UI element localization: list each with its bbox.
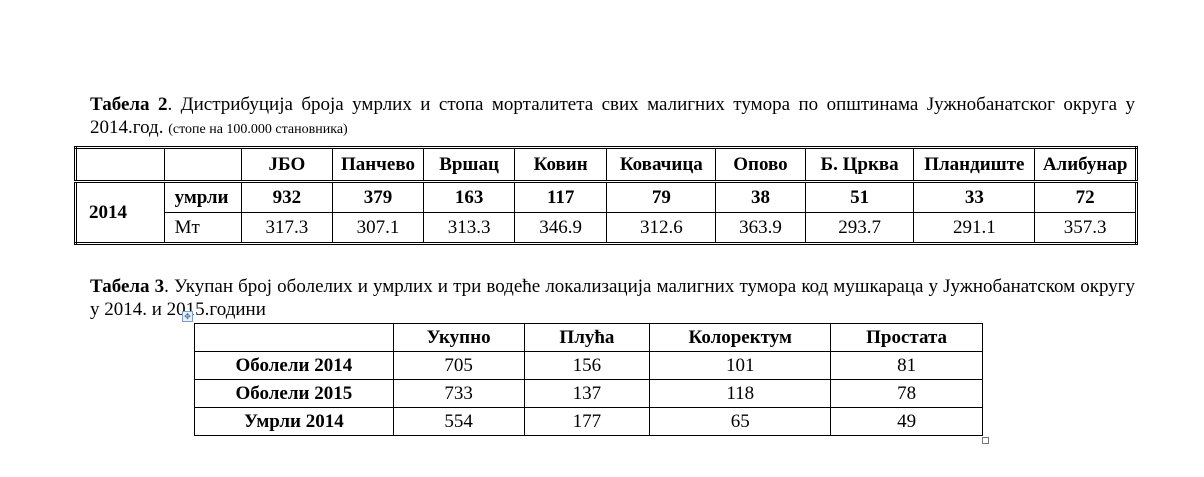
table-move-handle-icon[interactable]: ✥ [182, 311, 193, 322]
table-row: Оболели 2015 733 137 118 78 [194, 379, 983, 408]
table3-col-header: Колоректум [649, 323, 832, 352]
table2: ЈБО Панчево Вршац Ковин Ковачица Опово Б… [74, 146, 1138, 245]
table2-header-empty [75, 147, 165, 183]
table-cell: 346.9 [513, 212, 608, 244]
table2-caption-note: (стопе на 100.000 становника) [168, 122, 348, 137]
table-cell: 81 [830, 351, 983, 380]
table-cell: 379 [331, 181, 425, 213]
table2-row-label: умрли [163, 181, 243, 213]
table2-caption-label: Табела 2 [90, 94, 168, 115]
table-cell: 78 [830, 379, 983, 408]
table-cell: 79 [606, 181, 717, 213]
table3-col-header: Простата [830, 323, 983, 352]
table2-year-cell: 2014 [75, 181, 165, 244]
table-row: Умрли 2014 554 177 65 49 [194, 407, 983, 436]
table-cell: 118 [649, 379, 832, 408]
table2-col-header: Опово [715, 147, 806, 183]
table-cell: 317.3 [241, 212, 333, 244]
table-cell: 51 [804, 181, 915, 213]
table2-caption-text: . Дистрибуција броја умрлих и стопа морт… [90, 94, 1135, 138]
table-cell: 932 [241, 181, 333, 213]
table-cell: 38 [715, 181, 806, 213]
table3-row-label: Умрли 2014 [194, 407, 394, 436]
table-cell: 307.1 [331, 212, 425, 244]
table2-col-header: ЈБО [241, 147, 333, 183]
table3-header-empty [194, 323, 394, 352]
table-cell: 177 [523, 407, 651, 436]
table3-caption-label: Табела 3 [90, 276, 165, 297]
table3-header-row: Укупно Плућа Колоректум Простата [194, 323, 983, 352]
table-resize-handle[interactable] [982, 437, 989, 444]
table-cell: 293.7 [804, 212, 915, 244]
table2-col-header: Ковачица [606, 147, 717, 183]
table-cell: 117 [513, 181, 608, 213]
table2-col-header: Панчево [331, 147, 425, 183]
table-cell: 72 [1034, 181, 1137, 213]
table-cell: 101 [649, 351, 832, 380]
table2-caption: Табела 2. Дистрибуција броја умрлих и ст… [90, 93, 1135, 141]
table2-col-header: Ковин [513, 147, 608, 183]
table-cell: 554 [392, 407, 525, 436]
table-cell: 65 [649, 407, 832, 436]
table-cell: 137 [523, 379, 651, 408]
table-cell: 163 [423, 181, 515, 213]
table3-row-label: Оболели 2015 [194, 379, 394, 408]
table-row: 2014 умрли 932 379 163 117 79 38 51 33 7… [75, 181, 1137, 244]
table-cell: 291.1 [913, 212, 1036, 244]
table-cell: 705 [392, 351, 525, 380]
table-cell: 357.3 [1034, 212, 1137, 244]
table3: Укупно Плућа Колоректум Простата Оболели… [194, 323, 983, 436]
table2-col-header: Пландиште [913, 147, 1036, 183]
table2-header-empty [163, 147, 243, 183]
table3-caption: Табела 3. Укупан број оболелих и умрлих … [90, 275, 1135, 321]
table-row: Мт 317.3 307.1 313.3 346.9 312.6 363.9 2… [76, 212, 1137, 244]
table3-col-header: Укупно [392, 323, 525, 352]
table2-col-header: Б. Црква [804, 147, 915, 183]
table-cell: 156 [523, 351, 651, 380]
table-cell: 313.3 [423, 212, 515, 244]
table-cell: 33 [913, 181, 1036, 213]
table2-row-label: Мт [163, 212, 243, 244]
table3-row-label: Оболели 2014 [194, 351, 394, 380]
table-cell: 49 [830, 407, 983, 436]
table-row: Оболели 2014 705 156 101 81 [194, 351, 983, 380]
table-cell: 733 [392, 379, 525, 408]
table2-col-header: Вршац [423, 147, 515, 183]
table-cell: 312.6 [606, 212, 717, 244]
table2-header-row: ЈБО Панчево Вршац Ковин Ковачица Опово Б… [75, 147, 1137, 183]
table2-col-header: Алибунар [1034, 147, 1137, 183]
table-cell: 363.9 [715, 212, 806, 244]
table3-col-header: Плућа [523, 323, 651, 352]
table3-caption-text: . Укупан број оболелих и умрлих и три во… [90, 276, 1136, 320]
